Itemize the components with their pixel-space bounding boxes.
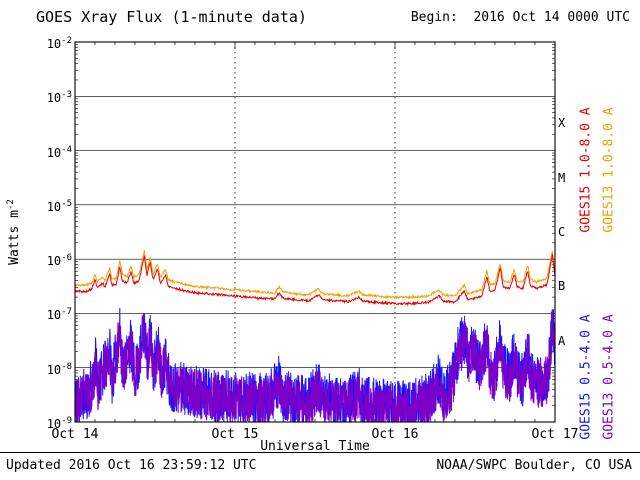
y-tick-label: 10-7	[46, 307, 72, 323]
flare-class-b: B	[558, 279, 566, 294]
credit-label: NOAA/SWPC Boulder, CO USA	[436, 458, 632, 473]
y-tick-label: 10-8	[46, 361, 72, 377]
updated-timestamp: Updated 2016 Oct 16 23:59:12 UTC	[6, 458, 257, 473]
legend-goes13-short-channel: GOES13 0.5-4.0 A	[601, 314, 617, 440]
y-tick-label: 10-3	[46, 90, 72, 106]
x-tick-label: Oct 15	[211, 427, 259, 442]
legend-goes15-short-channel: GOES15 0.5-4.0 A	[578, 314, 594, 440]
y-tick-label: 10-4	[46, 144, 72, 160]
y-tick-label: 10-2	[46, 36, 72, 51]
x-tick-label: Oct 17	[531, 427, 579, 442]
y-axis-title: Watts m-2	[6, 199, 22, 265]
y-tick-label: 10-6	[46, 253, 72, 269]
flare-class-x: X	[558, 116, 566, 131]
flare-class-a: A	[558, 333, 566, 348]
series-goes13-0-5-4-0-a	[74, 309, 556, 424]
y-axis-title-exponent: -2	[5, 199, 16, 211]
series-goes15-1-0-8-0-a	[74, 254, 556, 307]
y-tick-label: 10-9	[46, 416, 72, 431]
y-tick-label: 10-5	[46, 198, 72, 214]
x-tick-label: Oct 16	[371, 427, 419, 442]
flare-class-m: M	[558, 170, 566, 185]
y-axis-title-text: Watts m	[7, 210, 23, 265]
footer-divider	[0, 452, 640, 453]
legend-goes13-long-channel: GOES13 1.0-8.0 A	[601, 107, 617, 233]
flare-class-c: C	[558, 225, 566, 239]
x-axis-title: Universal Time	[260, 439, 370, 454]
chart-title: GOES Xray Flux (1-minute data)	[36, 8, 307, 26]
begin-timestamp: Begin: 2016 Oct 14 0000 UTC	[410, 10, 630, 25]
series-goes13-1-0-8-0-a	[74, 250, 556, 300]
legend-goes15-long-channel: GOES15 1.0-8.0 A	[578, 107, 594, 233]
x-tick-label: Oct 14	[51, 427, 99, 442]
